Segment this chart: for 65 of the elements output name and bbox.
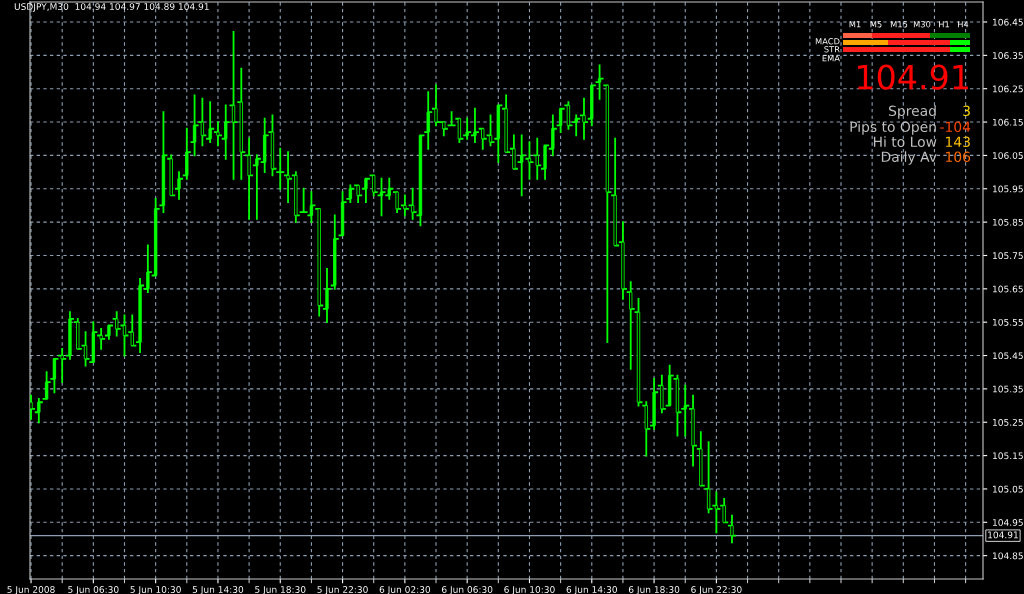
x-tick-label: 5 Jun 18:30 <box>255 586 306 594</box>
annotation: Spread <box>889 105 936 119</box>
annotation: -104 <box>940 121 971 133</box>
candlestick <box>527 141 532 180</box>
annotation: EMA <box>822 55 840 62</box>
y-tick-label: 105.95 <box>993 185 1023 193</box>
annotation: M30 <box>913 21 931 28</box>
annotation: STR <box>824 46 840 53</box>
annotation: MACD <box>815 38 840 45</box>
y-tick-label: 105.45 <box>993 352 1023 360</box>
candlestick <box>309 191 314 224</box>
annotation: 106 <box>946 151 971 163</box>
annotation: M5 <box>870 21 882 28</box>
annotation: Pips to Open <box>850 121 936 135</box>
x-tick-label: 5 Jun 22:30 <box>317 586 368 594</box>
candlestick <box>231 31 236 180</box>
y-tick-label: 106.15 <box>993 118 1023 126</box>
y-tick-label: 104.85 <box>993 552 1023 560</box>
annotation: 104.91 <box>858 64 968 90</box>
y-tick-label: 106.35 <box>993 52 1023 59</box>
y-tick-label: 104.95 <box>993 519 1023 526</box>
annotation: H4 <box>958 21 969 28</box>
x-tick-label: 6 Jun 22:30 <box>691 586 742 594</box>
candlestick <box>122 314 127 357</box>
candlestick <box>597 64 602 100</box>
annotation: H1 <box>939 21 950 28</box>
candlestick <box>192 94 197 157</box>
x-tick-label: 6 Jun 02:30 <box>379 586 431 594</box>
x-tick-label: 6 Jun 10:30 <box>504 586 555 594</box>
y-tick-label: 105.25 <box>993 418 1023 426</box>
y-tick-label: 105.15 <box>993 452 1023 460</box>
x-tick-label: 6 Jun 06:30 <box>442 586 493 594</box>
candlestick <box>410 187 415 220</box>
y-tick-label: 106.25 <box>993 85 1023 93</box>
annotation: 143 <box>946 136 970 148</box>
y-tick-label: 105.85 <box>993 218 1023 226</box>
annotation: Hi to Low <box>873 136 937 148</box>
candlestick <box>161 111 166 214</box>
y-tick-label: 105.55 <box>993 318 1023 326</box>
y-tick-label: 105.65 <box>993 285 1023 293</box>
annotation: 3 <box>963 105 970 117</box>
annotation: M15 <box>890 21 908 28</box>
x-tick-label: 5 Jun 10:30 <box>130 586 181 594</box>
x-tick-label: 5 Jun 06:30 <box>68 586 119 594</box>
y-tick-label: 106.05 <box>993 152 1023 159</box>
y-tick-label: 105.75 <box>993 252 1023 260</box>
annotation: M1 <box>849 21 861 28</box>
x-tick-label: 6 Jun 18:30 <box>628 586 680 594</box>
x-tick-label: 5 Jun 2008 <box>7 586 55 594</box>
candlestick <box>379 177 384 217</box>
y-tick-label: 106.45 <box>993 18 1023 26</box>
candlestick <box>558 107 563 133</box>
candlestick <box>418 134 423 227</box>
candlestick <box>153 197 158 277</box>
annotation: Daily Av <box>881 151 937 165</box>
y-tick-label: 105.35 <box>993 385 1023 393</box>
candlestick <box>566 101 571 130</box>
x-tick-label: 6 Jun 14:30 <box>566 586 617 594</box>
x-tick-label: 5 Jun 14:30 <box>192 586 244 594</box>
chart-title: USDJPY,M30 104.94 104.97 104.89 104.91 <box>14 3 209 12</box>
y-tick-label: 105.05 <box>993 485 1023 493</box>
candlestick <box>270 114 275 177</box>
ref-line-label: 104.91 <box>988 531 1018 539</box>
candlestick <box>605 84 610 344</box>
candlestick <box>675 374 680 437</box>
